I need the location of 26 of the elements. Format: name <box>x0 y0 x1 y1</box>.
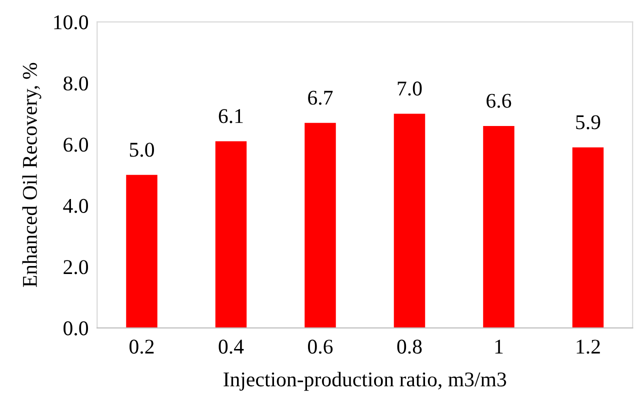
y-tick-label: 4.0 <box>63 198 88 214</box>
data-label: 7.0 <box>398 82 422 96</box>
bar <box>126 174 158 328</box>
bar <box>304 122 336 328</box>
x-tick-label: 1 <box>495 340 503 354</box>
data-label: 6.6 <box>486 94 512 108</box>
data-label: 6.1 <box>218 109 243 124</box>
y-tick-label: 10.0 <box>54 15 88 30</box>
bar <box>215 141 247 328</box>
data-label: 5.0 <box>130 142 154 157</box>
y-tick-label: 0.0 <box>64 321 88 336</box>
x-tick-label: 1.2 <box>576 340 600 354</box>
y-tick-label: 8.0 <box>64 76 88 91</box>
data-label: 6.7 <box>308 90 333 105</box>
x-tick-label: 0.4 <box>218 340 244 354</box>
x-tick-label: 0.8 <box>397 340 422 354</box>
x-tick-label: 0.2 <box>130 340 154 354</box>
bar <box>394 114 426 328</box>
x-tick-label: 0.6 <box>308 340 333 354</box>
y-tick-label: 6.0 <box>64 138 88 152</box>
y-tick-label: 2.0 <box>64 260 88 274</box>
bar <box>483 126 514 328</box>
data-label: 5.9 <box>576 115 600 130</box>
y-axis-title: Enhanced Oil Recovery, % <box>22 62 42 288</box>
bar <box>572 147 604 328</box>
x-axis-title: Injection-production ratio, m3/m3 <box>224 372 506 391</box>
